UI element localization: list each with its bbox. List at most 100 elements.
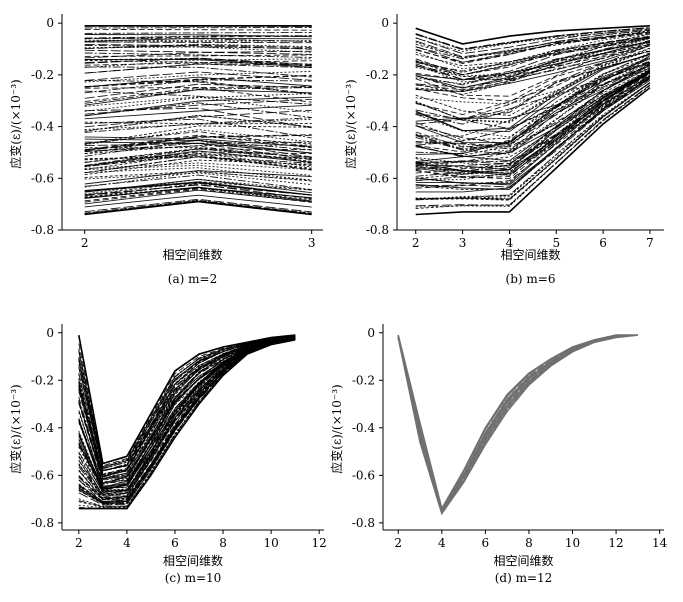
series-line — [84, 156, 312, 174]
series-line — [415, 82, 651, 201]
y-tick-label: -0.6 — [31, 171, 54, 185]
envelope-upper-line — [415, 25, 650, 45]
x-axis-label: 相空间维数 — [163, 553, 223, 568]
y-tick-label: -0.2 — [352, 373, 375, 387]
series-line — [415, 40, 651, 81]
series-line — [415, 53, 651, 132]
y-tick-label: -0.2 — [31, 68, 54, 82]
series-line — [78, 338, 296, 505]
series-line — [415, 78, 651, 189]
series-line — [84, 148, 312, 166]
series-line — [84, 186, 312, 202]
series-lines — [84, 25, 312, 216]
series-line — [78, 338, 296, 498]
series-line — [78, 338, 296, 504]
series-line — [84, 83, 312, 99]
series-line — [415, 35, 650, 76]
series-line — [415, 45, 651, 102]
series-line — [84, 28, 312, 31]
series-line — [78, 338, 296, 501]
x-tick-label: 2 — [75, 536, 83, 550]
series-line — [415, 82, 651, 199]
series-line — [415, 60, 651, 148]
series-line — [84, 58, 312, 67]
series-line — [415, 57, 651, 141]
series-line — [84, 125, 312, 145]
series-line — [84, 35, 312, 40]
series-line — [415, 72, 651, 180]
series-line — [84, 43, 312, 49]
series-line — [84, 184, 312, 200]
series-line — [415, 36, 650, 72]
series-line — [84, 104, 312, 120]
series-line — [415, 50, 651, 120]
series-line — [415, 27, 650, 50]
y-tick-label: 0 — [46, 326, 54, 340]
series-line — [415, 82, 651, 200]
series-line — [84, 154, 312, 171]
series-line — [84, 86, 312, 103]
series-line — [78, 336, 296, 480]
envelope-upper-line — [78, 334, 296, 465]
series-line — [415, 74, 651, 177]
series-line — [415, 64, 651, 153]
series-line — [415, 41, 650, 86]
series-line — [84, 76, 312, 88]
series-line — [415, 54, 651, 125]
y-tick-label: -0.8 — [352, 516, 375, 530]
series-line — [84, 96, 312, 113]
series-line — [84, 134, 312, 152]
panel-a: 0 -0.2 -0.4 -0.6 -0.8 2 3 应变(ε)/(×10⁻³) 相空间维数 (a)… — [8, 14, 323, 286]
series-line — [84, 147, 312, 159]
y-tick-label: -0.4 — [366, 120, 390, 134]
series-line — [84, 198, 312, 213]
series-line — [415, 61, 651, 151]
series-line — [415, 71, 651, 167]
series-line — [84, 74, 312, 88]
series-line — [84, 170, 312, 182]
series-line — [84, 59, 312, 65]
series-line — [84, 172, 312, 186]
envelope-lower-line — [415, 87, 651, 216]
x-axis-label: 相空间维数 — [500, 247, 560, 262]
series-line — [415, 50, 651, 123]
x-tick-label: 4 — [438, 536, 446, 550]
y-tick-label: -0.2 — [31, 373, 54, 387]
panel-caption: (a) m=2 — [168, 272, 217, 286]
series-line — [415, 44, 650, 95]
series-line — [84, 156, 312, 169]
x-tick-label: 4 — [506, 236, 514, 250]
series-line — [415, 52, 651, 130]
series-line — [415, 61, 651, 155]
y-tick-label: -0.8 — [31, 516, 54, 530]
series-line — [84, 79, 312, 94]
series-line — [415, 84, 651, 207]
series-line — [415, 84, 651, 208]
series-line — [415, 64, 651, 158]
series-line — [84, 153, 312, 171]
series-line — [78, 338, 296, 500]
series-line — [84, 118, 312, 139]
series-line — [415, 28, 650, 55]
series-line — [415, 53, 651, 133]
series-line — [415, 63, 651, 148]
series-line — [415, 54, 651, 138]
series-line — [84, 164, 312, 176]
x-tick-label: 6 — [482, 536, 490, 550]
series-lines — [415, 25, 651, 216]
x-tick-label: 6 — [599, 236, 607, 250]
series-line — [84, 87, 312, 104]
series-line — [84, 63, 312, 74]
x-tick-label: 2 — [412, 236, 420, 250]
series-line — [84, 87, 312, 103]
series-line — [84, 96, 312, 117]
series-line — [78, 334, 296, 467]
series-line — [78, 335, 296, 475]
x-tick-label: 8 — [525, 536, 533, 550]
series-line — [84, 187, 312, 202]
series-line — [84, 145, 312, 164]
series-line — [78, 335, 296, 468]
x-tick-label: 3 — [308, 236, 316, 250]
series-line — [84, 115, 312, 132]
series-line — [84, 181, 312, 196]
